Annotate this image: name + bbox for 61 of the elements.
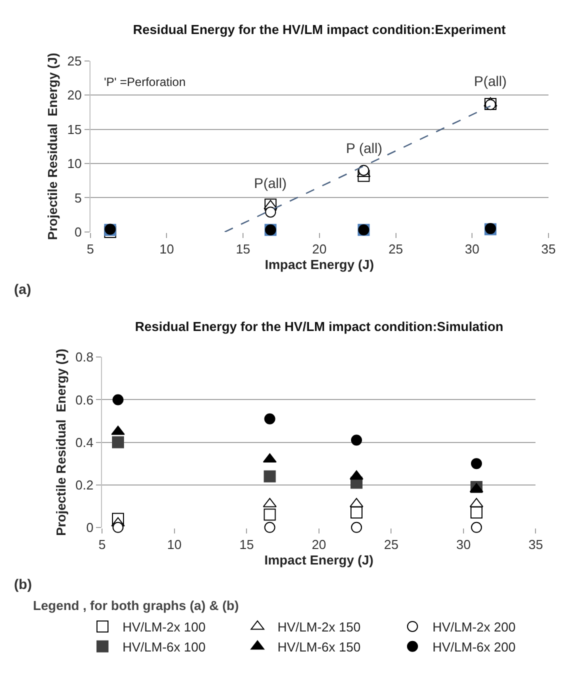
y-tick-label: 0.2 (75, 477, 94, 492)
point (470, 522, 482, 533)
y-tick-label: 20 (67, 88, 82, 103)
point (264, 413, 276, 424)
point (264, 508, 276, 521)
legend-label: HV/LM-6x 200 (432, 639, 516, 654)
point (264, 470, 276, 482)
x-axis-title: Impact Energy (J) (264, 552, 374, 568)
point (350, 470, 364, 480)
x-tick-label: 15 (236, 242, 250, 257)
x-tick-label: 15 (239, 536, 254, 552)
point (112, 394, 124, 406)
annotation: P (all) (346, 140, 382, 156)
y-tick-label: 0 (74, 224, 82, 240)
text: (b) (14, 576, 32, 592)
point (112, 436, 124, 448)
point (351, 522, 362, 533)
y-tick-label: 0.4 (75, 434, 94, 450)
y-tick-label: 10 (67, 156, 82, 172)
x-tick-label: 25 (384, 536, 398, 552)
annotation: P(all) (474, 73, 507, 89)
y-tick-label: 25 (67, 53, 82, 68)
point (470, 498, 484, 508)
legend-label: HV/LM-6x 150 (277, 639, 361, 654)
y-tick-label: 15 (67, 122, 82, 137)
legend-label: HV/LM-2x 200 (432, 620, 516, 635)
chart-title: Residual Energy for the HV/LM impact condition:Experiment (133, 22, 506, 37)
annotation: 'P' =Perforation (104, 75, 186, 89)
y-tick-label: 5 (74, 190, 82, 206)
y-tick-label: 0.8 (75, 350, 94, 365)
x-tick-label: 30 (456, 536, 471, 552)
point (350, 498, 364, 508)
x-axis-title: Impact Energy (J) (264, 257, 374, 272)
chart-title: Residual Energy for the HV/LM impact condition:Simulation (135, 319, 504, 334)
annotation: P(all) (254, 175, 287, 191)
legend-title: Legend , for both graphs (a) & (b) (33, 598, 239, 613)
x-tick-label: 10 (167, 536, 182, 552)
x-tick-label: 5 (98, 536, 106, 552)
y-axis-title: Projectile Residual Energy (J) (45, 52, 60, 240)
x-tick-label: 20 (312, 242, 327, 257)
y-axis-title: Projectile Residual Energy (J) (53, 348, 68, 536)
legend-label: HV/LM-2x 100 (122, 620, 206, 635)
point (470, 458, 482, 470)
x-tick-label: 10 (159, 242, 174, 257)
point (358, 164, 370, 176)
y-tick-label: 0.6 (75, 392, 94, 408)
point (112, 522, 124, 533)
x-tick-label: 20 (312, 536, 326, 552)
x-tick-label: 35 (541, 242, 556, 257)
point (350, 506, 363, 518)
legend-label: HV/LM-6x 100 (122, 639, 206, 654)
y-tick-label: 0 (86, 520, 94, 535)
text: (a) (14, 281, 32, 297)
x-tick-label: 30 (464, 242, 480, 257)
point (351, 434, 362, 446)
legend-label: HV/LM-2x 150 (277, 620, 361, 635)
point (264, 522, 276, 533)
x-tick-label: 25 (388, 242, 404, 257)
point (265, 206, 276, 218)
point (470, 506, 482, 518)
x-tick-label: 35 (528, 536, 543, 552)
